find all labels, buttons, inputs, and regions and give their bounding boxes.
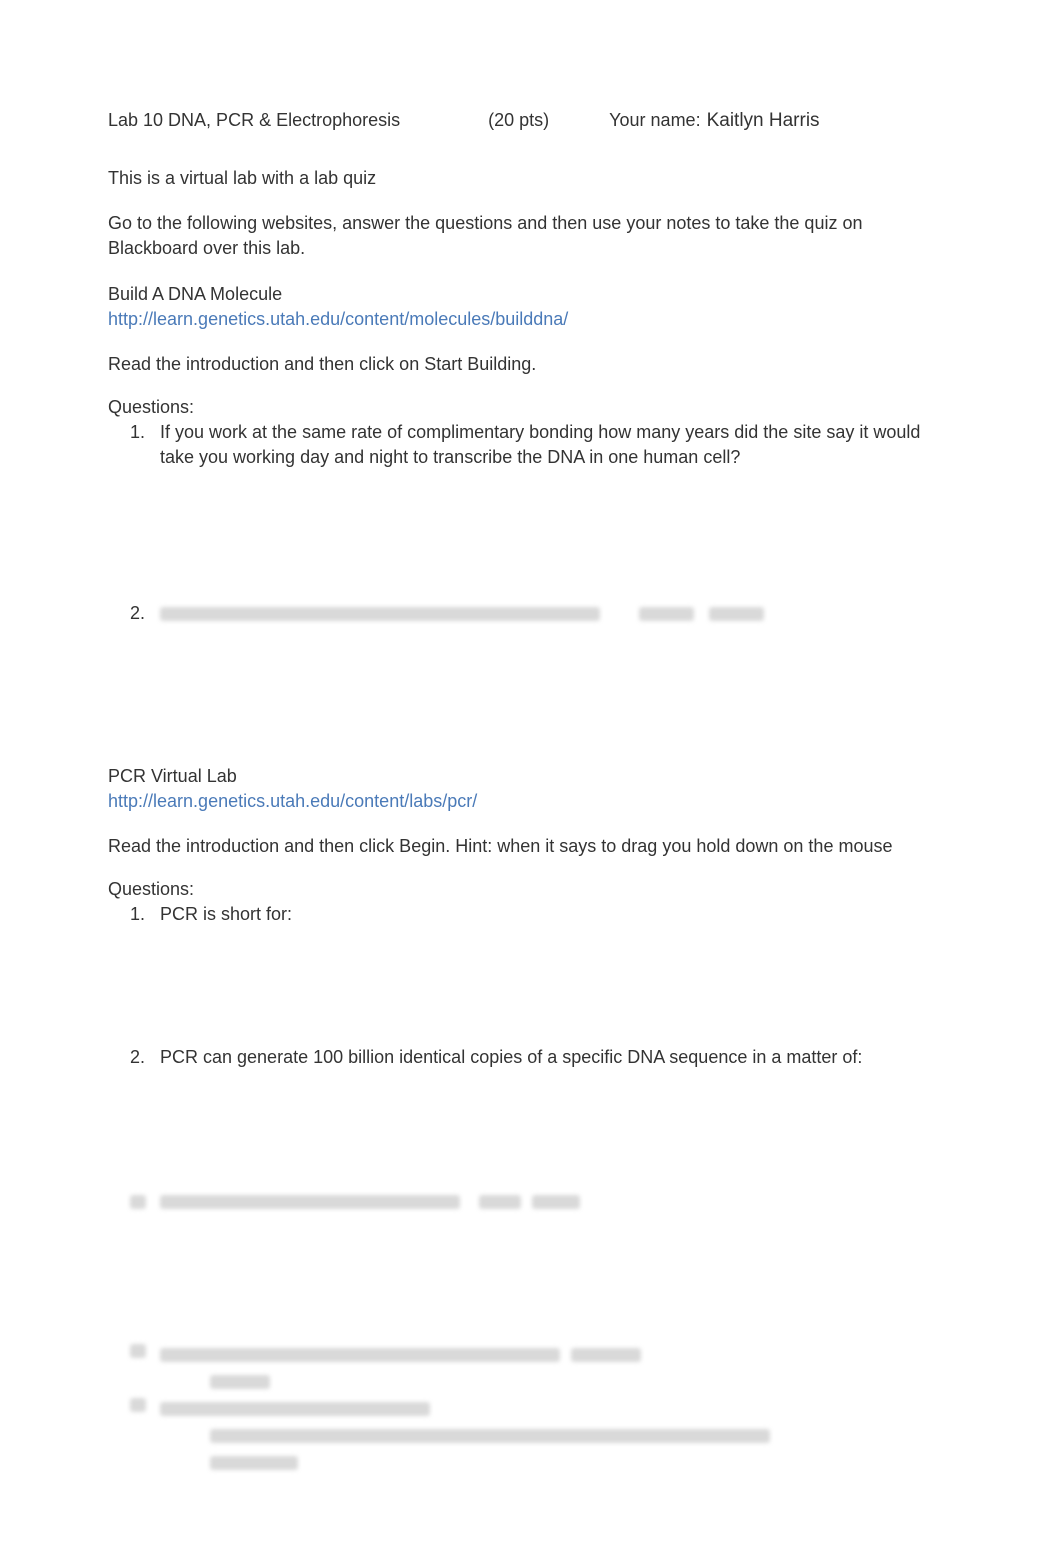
blurred-text xyxy=(160,1348,560,1362)
intro-line-2: Go to the following websites, answer the… xyxy=(108,211,954,261)
question-item: 2. xyxy=(160,601,954,626)
question-text-blurred xyxy=(160,603,764,623)
question-text: PCR is short for: xyxy=(160,904,292,924)
section1-title: Build A DNA Molecule xyxy=(108,282,954,307)
question-number: 2. xyxy=(130,601,145,626)
answer-space xyxy=(108,927,954,1045)
section2-instruction: Read the introduction and then click Beg… xyxy=(108,834,954,859)
question-item: 1. PCR is short for: xyxy=(160,902,954,927)
student-name: Kaitlyn Harris xyxy=(707,110,820,132)
lab-title: Lab 10 DNA, PCR & Electrophoresis xyxy=(108,110,400,131)
question-item: 1. If you work at the same rate of compl… xyxy=(160,420,954,470)
section1-link[interactable]: http://learn.genetics.utah.edu/content/m… xyxy=(108,309,568,329)
question-number: 2. xyxy=(130,1045,145,1070)
points-label: (20 pts) xyxy=(488,110,549,131)
section1-instruction: Read the introduction and then click on … xyxy=(108,352,954,377)
blurred-text xyxy=(210,1429,770,1443)
blurred-bottom-region xyxy=(108,1344,954,1473)
answer-space xyxy=(108,471,954,601)
question-number-blurred xyxy=(130,1344,146,1358)
blurred-text xyxy=(160,1402,430,1416)
section1-question-list: 1. If you work at the same rate of compl… xyxy=(108,420,954,470)
blurred-question-3 xyxy=(108,1189,954,1214)
question-text: PCR can generate 100 billion identical c… xyxy=(160,1047,862,1067)
header-row: Lab 10 DNA, PCR & Electrophoresis (20 pt… xyxy=(108,110,954,132)
section1-questions-label: Questions: xyxy=(108,397,954,418)
section2-question-list: 1. PCR is short for: xyxy=(108,902,954,927)
question-number-blurred xyxy=(130,1189,146,1214)
section-spacer xyxy=(108,626,954,764)
question-item: 2. PCR can generate 100 billion identica… xyxy=(160,1045,954,1070)
question-number: 1. xyxy=(130,420,145,445)
blurred-text xyxy=(210,1375,270,1389)
section2-question-list-2: 2. PCR can generate 100 billion identica… xyxy=(108,1045,954,1070)
section2-questions-label: Questions: xyxy=(108,879,954,900)
intro-line-1: This is a virtual lab with a lab quiz xyxy=(108,166,954,191)
section2-link[interactable]: http://learn.genetics.utah.edu/content/l… xyxy=(108,791,477,811)
question-number: 1. xyxy=(130,902,145,927)
section1-question-list-2: 2. xyxy=(108,601,954,626)
question-text: If you work at the same rate of complime… xyxy=(160,422,920,467)
answer-space xyxy=(108,1071,954,1189)
blurred-text xyxy=(571,1348,641,1362)
question-number-blurred xyxy=(130,1398,146,1412)
name-label: Your name: xyxy=(609,110,700,131)
question-item-blurred xyxy=(160,1189,954,1214)
blurred-text xyxy=(210,1456,298,1470)
section2-title: PCR Virtual Lab xyxy=(108,764,954,789)
question-text-blurred xyxy=(160,1191,580,1211)
